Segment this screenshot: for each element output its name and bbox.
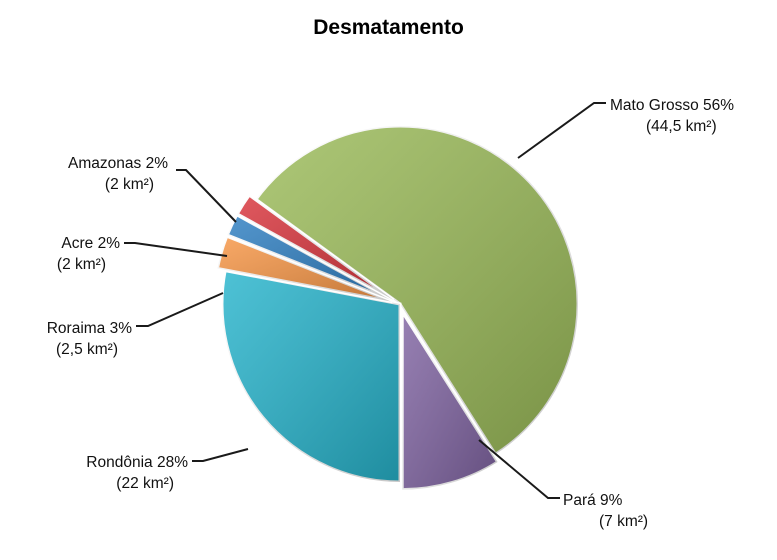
leader-line-mato-grosso <box>517 102 606 159</box>
data-label-rondonia: Rondônia 28% (22 km²) <box>86 454 188 492</box>
pie-slice-shade-para <box>402 311 498 490</box>
pie-slice-shade-rondonia <box>222 270 400 482</box>
data-label-acre: Acre 2% (2 km²) <box>57 235 120 273</box>
data-label-roraima: Roraima 3% (2,5 km²) <box>47 320 132 358</box>
leader-line-roraima <box>136 292 224 327</box>
leader-line-acre <box>124 242 228 257</box>
pie-slice-shade-mato-grosso <box>255 126 578 455</box>
slice-value: (2,5 km²) <box>56 341 118 358</box>
data-label-amazonas: Amazonas 2% (2 km²) <box>68 155 168 193</box>
data-label-mato-grosso: Mato Grosso 56% (44,5 km²) <box>610 97 734 135</box>
slice-value: (22 km²) <box>116 475 174 492</box>
pie-slice-shade-acre <box>227 214 393 301</box>
leader-line-para <box>478 439 560 499</box>
slice-value: (7 km²) <box>599 513 648 530</box>
slice-name-pct: Pará 9% <box>563 492 623 509</box>
slice-name-pct: Amazonas 2% <box>68 155 168 172</box>
slice-name-pct: Rondônia 28% <box>86 454 188 471</box>
chart-title: Desmatamento <box>313 16 464 39</box>
slice-name-pct: Roraima 3% <box>47 320 132 337</box>
pie-slice-shade-amazonas <box>237 195 394 300</box>
slice-value: (2 km²) <box>105 176 154 193</box>
slice-value: (2 km²) <box>57 256 106 273</box>
slice-name-pct: Mato Grosso 56% <box>610 97 734 114</box>
data-label-para: Pará 9% (7 km²) <box>563 492 648 530</box>
pie-slice-shade-roraima <box>217 236 393 302</box>
slice-name-pct: Acre 2% <box>61 235 120 252</box>
leader-line-amazonas <box>176 169 237 223</box>
slice-value: (44,5 km²) <box>646 118 717 135</box>
leader-line-rondonia <box>192 448 249 462</box>
